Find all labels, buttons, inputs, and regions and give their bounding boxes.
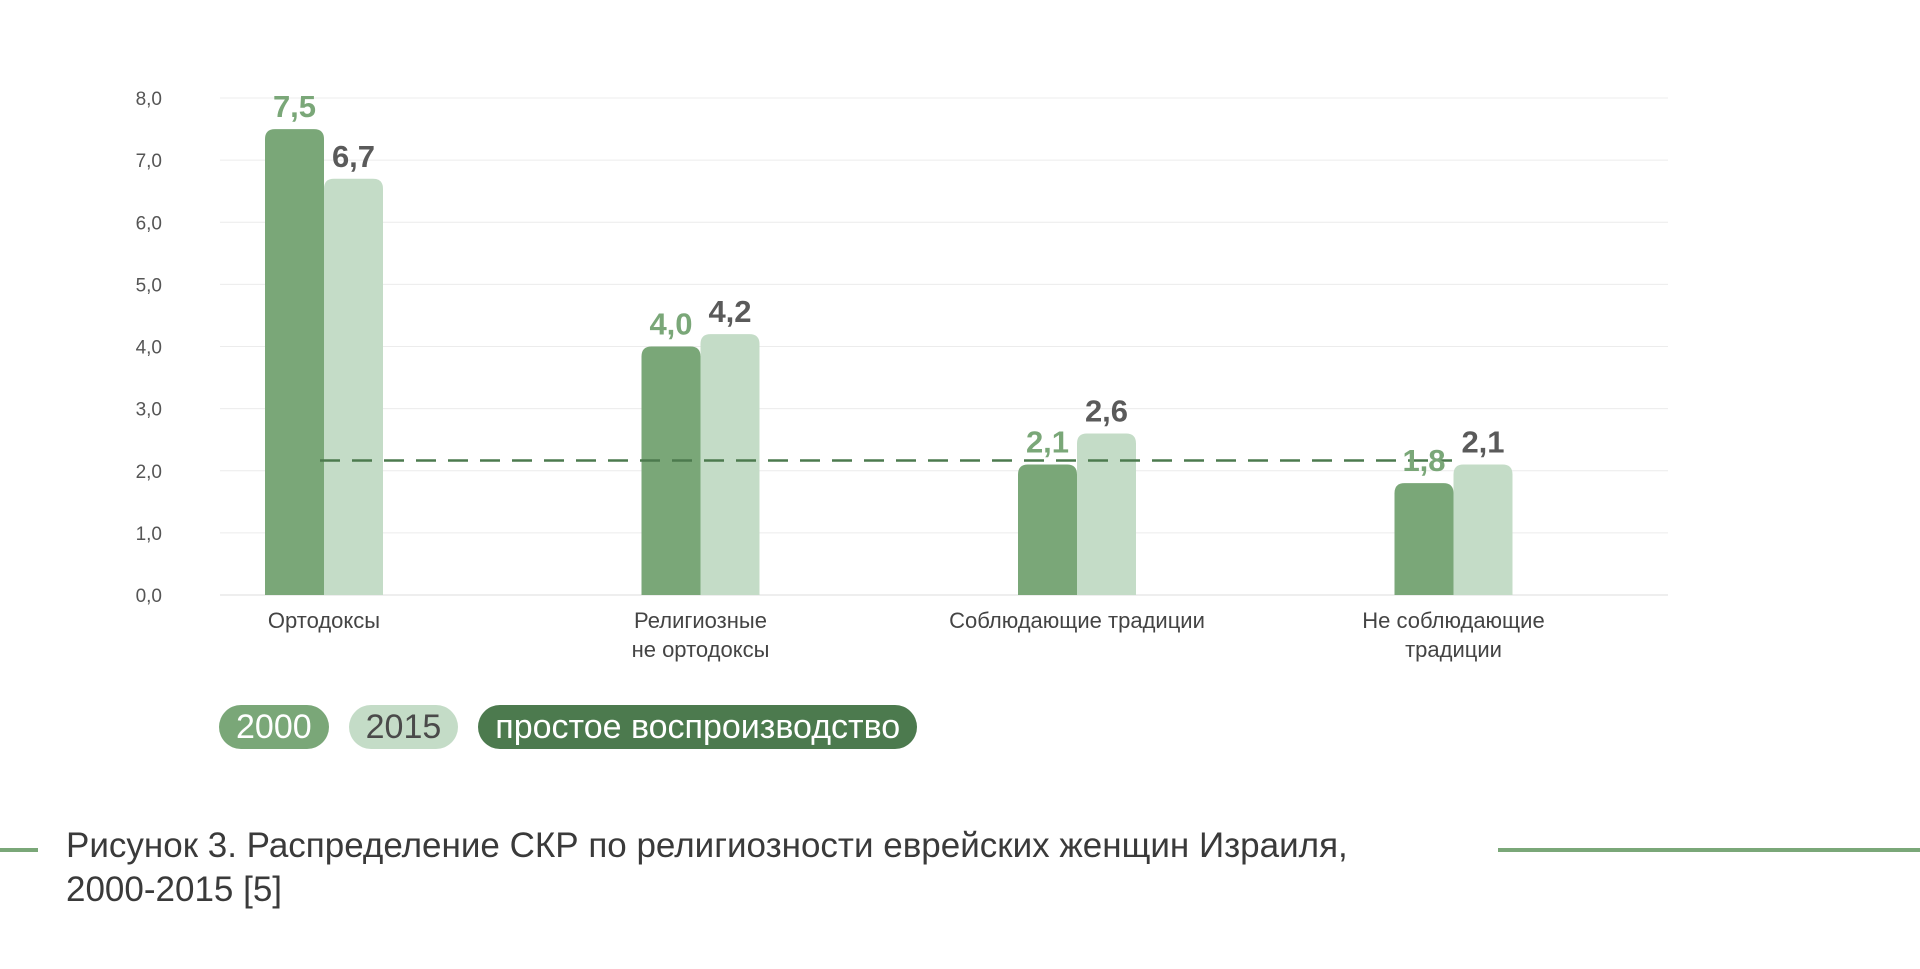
y-tick-label: 1,0 [136, 524, 162, 545]
category-label: Религиозные [634, 608, 767, 633]
category-label: Ортодоксы [268, 608, 380, 633]
bar-2015 [1077, 433, 1136, 595]
caption-decor-line-right [1498, 848, 1920, 852]
chart-legend: 2000 2015 простое воспроизводство [219, 705, 918, 749]
y-tick-label: 8,0 [136, 89, 162, 110]
bar-2000 [1018, 464, 1077, 595]
y-tick-label: 5,0 [136, 275, 162, 296]
data-label-2015: 2,6 [1085, 393, 1128, 428]
bar-2000 [265, 129, 324, 595]
legend-item-reference-line: простое воспроизводство [478, 705, 918, 749]
bar-2015 [700, 334, 760, 595]
legend-item-2000: 2000 [219, 705, 329, 749]
legend-item-2015: 2015 [348, 705, 459, 749]
data-label-2000: 2,1 [1026, 425, 1069, 460]
data-label-2000: 1,8 [1402, 443, 1445, 478]
y-tick-label: 2,0 [136, 462, 162, 483]
data-label-2015: 6,7 [332, 139, 375, 174]
data-label-2000: 7,5 [273, 89, 316, 124]
data-label-2015: 4,2 [708, 294, 751, 329]
category-label: не ортодоксы [632, 637, 770, 662]
data-label-2015: 2,1 [1461, 425, 1504, 460]
caption-line-1: Рисунок 3. Распределение СКР по религиоз… [66, 826, 1348, 865]
caption-decor-line-left [0, 848, 38, 852]
y-tick-label: 3,0 [136, 400, 162, 421]
y-tick-label: 4,0 [136, 338, 162, 359]
figure-caption: Рисунок 3. Распределение СКР по религиоз… [66, 824, 1466, 912]
bar-2000 [1394, 483, 1454, 595]
bar-2000 [641, 346, 701, 595]
bar-2015 [1453, 464, 1513, 595]
caption-line-2: 2000-2015 [5] [66, 870, 283, 909]
data-label-2000: 4,0 [649, 307, 692, 342]
bar-2015 [324, 178, 383, 595]
y-tick-label: 6,0 [136, 213, 162, 234]
category-label: Соблюдающие традиции [949, 608, 1205, 633]
category-label: традиции [1405, 637, 1502, 662]
y-tick-label: 7,0 [136, 151, 162, 172]
y-tick-label: 0,0 [136, 586, 162, 607]
category-label: Не соблюдающие [1362, 608, 1544, 633]
